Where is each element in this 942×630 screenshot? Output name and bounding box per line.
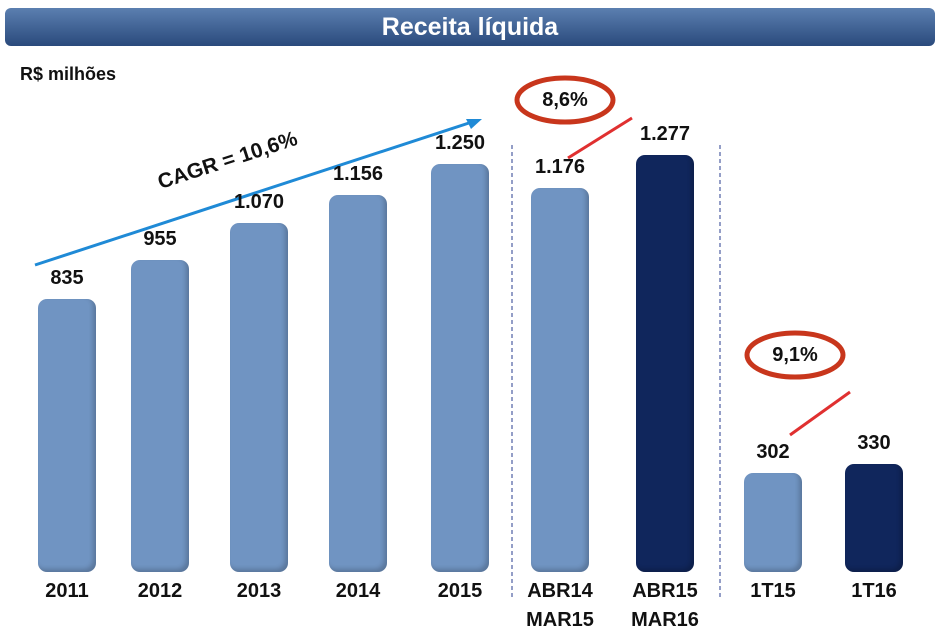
growth-slash: [567, 116, 633, 160]
x-tick-label: 2013: [236, 580, 282, 602]
x-tick-label: 1T16: [851, 580, 897, 602]
value-label: 1.250: [434, 131, 486, 154]
subtitle: R$ milhões: [20, 64, 117, 84]
growth-slash: [789, 390, 851, 437]
chart-title: Receita líquida: [5, 8, 935, 46]
bar: [131, 260, 189, 572]
x-tick-label: ABR14 MAR15: [526, 580, 594, 630]
x-tick-label: 2011: [45, 580, 89, 602]
x-tick-label: 2015: [437, 580, 483, 602]
value-label: 302: [756, 441, 790, 464]
x-tick-label: 1T15: [750, 580, 796, 602]
x-tick-label: 2012: [137, 580, 183, 602]
growth-annotation: 8,6%: [542, 89, 588, 111]
value-label: 1.277: [639, 123, 691, 145]
growth-ring: [744, 330, 846, 380]
bar: [744, 473, 802, 572]
bar: [636, 155, 694, 572]
bar: [329, 194, 387, 572]
bar: [845, 464, 903, 572]
growth-annotation: 9,1%: [772, 344, 818, 366]
cagr-arrow: [34, 120, 473, 267]
bar: [431, 163, 489, 572]
value-label: 330: [857, 432, 891, 455]
growth-ring: [514, 75, 616, 125]
value-label: 1.176: [534, 155, 586, 178]
value-label: 1.070: [233, 190, 285, 213]
bar: [38, 299, 96, 572]
x-tick-label: ABR15 MAR16: [631, 580, 699, 630]
bar: [531, 187, 589, 572]
arrow-head: [466, 119, 482, 129]
value-label: 835: [50, 267, 84, 290]
bar: [230, 222, 288, 572]
x-tick-label: 2014: [335, 580, 381, 602]
value-label: 955: [143, 228, 177, 251]
value-label: 1.156: [332, 162, 384, 185]
